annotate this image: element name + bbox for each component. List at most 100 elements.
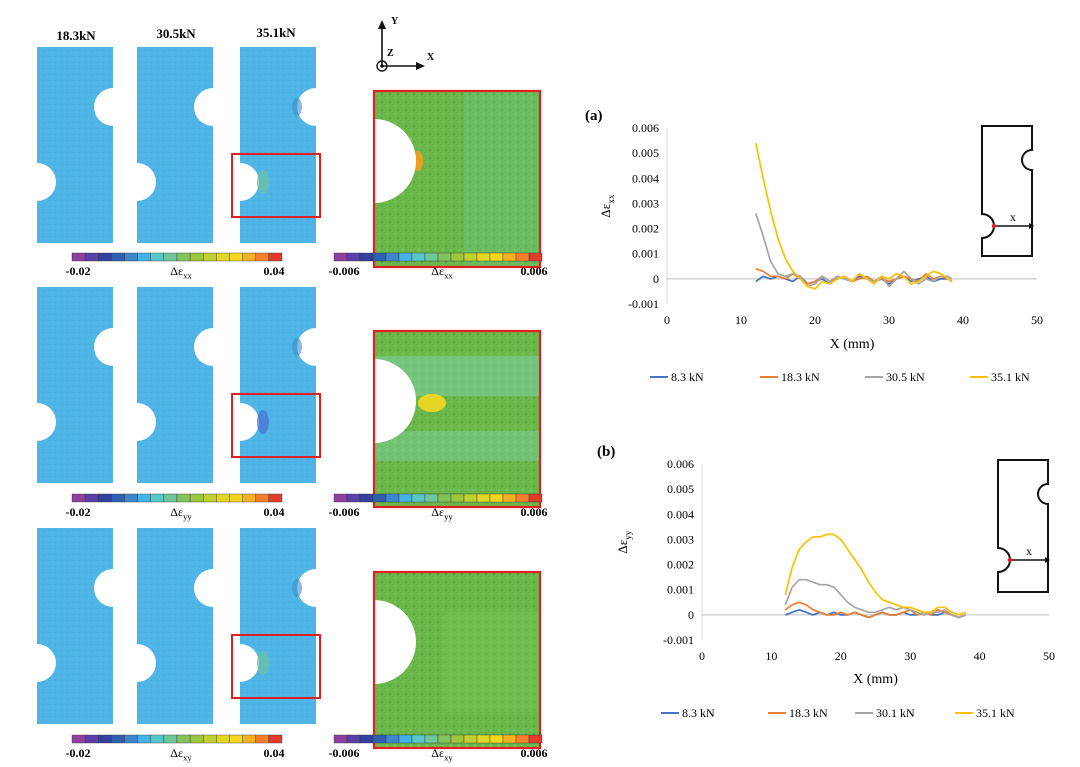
colorbar-swatch <box>398 734 413 744</box>
colorbar-swatch <box>203 734 217 744</box>
y-tick-label: 0.005 <box>667 482 694 496</box>
colorbar-swatch <box>229 493 243 503</box>
y-tick-label: 0.004 <box>632 171 659 185</box>
colorbar-max-label: 0.006 <box>521 505 548 519</box>
colorbar-min-label: -0.02 <box>66 264 91 278</box>
line-charts: (a) -0.001 0 0.001 0.002 0.003 0.004 0.005 0.006… <box>585 108 1055 720</box>
y-tick-label: 0 <box>688 608 694 622</box>
specimen-map <box>118 47 232 243</box>
colorbar-swatch <box>268 734 283 744</box>
colorbar-swatch <box>255 734 270 744</box>
colorbar-swatch <box>255 252 270 262</box>
colorbar-swatch <box>203 493 217 503</box>
colorbar: -0.006 0.006 Δεxx <box>329 252 548 281</box>
colorbar-swatch <box>411 493 426 503</box>
colorbar-swatch <box>268 493 283 503</box>
load-label-2: 30.5kN <box>156 26 196 41</box>
colorbar-swatch <box>242 493 256 503</box>
colorbar-swatch <box>84 493 99 503</box>
colorbar-swatch <box>437 252 452 262</box>
colorbar-swatch <box>502 252 517 262</box>
colorbar-swatch <box>463 493 478 503</box>
roi-highlight-box <box>231 153 321 218</box>
colorbar-swatch <box>450 734 465 744</box>
specimen-map <box>18 287 132 483</box>
x-tick-label: 20 <box>835 649 847 663</box>
colorbar-swatch <box>450 252 465 262</box>
y-tick-label: -0.001 <box>628 297 659 311</box>
colorbar-swatch <box>150 252 165 262</box>
x-tick-label: 30 <box>883 313 895 327</box>
colorbar-swatch <box>229 252 243 262</box>
x-tick-label: 40 <box>957 313 969 327</box>
colorbar-swatch <box>84 734 99 744</box>
specimen-map <box>118 528 232 724</box>
colorbar-swatch <box>476 493 491 503</box>
y-tick-label: 0.004 <box>667 507 694 521</box>
chart-2: (b) -0.001 0 0.001 0.002 0.003 0.004 0.005 0.006… <box>597 444 1055 720</box>
colorbar-swatch <box>176 493 191 503</box>
series-line <box>754 213 953 288</box>
specimen-inset-icon: x <box>981 125 1034 257</box>
colorbar-swatch <box>489 252 504 262</box>
colorbar: -0.02 0.04 Δεxx <box>66 252 285 281</box>
specimen-map <box>221 528 335 724</box>
colorbar-swatch <box>242 252 256 262</box>
colorbar-max-label: 0.04 <box>264 505 285 519</box>
inset-x-label: x <box>1026 544 1032 558</box>
x-tick-label: 50 <box>1043 649 1055 663</box>
colorbar-min-label: -0.006 <box>329 746 360 760</box>
specimen-map <box>18 47 132 243</box>
y-axis-label: Δεxx <box>598 194 617 218</box>
x-axis-label: X (mm) <box>830 337 875 352</box>
colorbar-swatch <box>502 493 517 503</box>
colorbar-max-label: 0.006 <box>521 746 548 760</box>
colorbar-swatch <box>176 252 191 262</box>
colorbar-swatch <box>463 252 478 262</box>
colorbar-min-label: -0.02 <box>66 746 91 760</box>
load-label-3: 35.1kN <box>256 25 296 40</box>
colorbar-min-label: -0.02 <box>66 505 91 519</box>
y-tick-label: -0.001 <box>663 633 694 647</box>
colorbar-swatch <box>450 493 465 503</box>
colorbar-quantity-label: Δεyy <box>431 505 453 522</box>
colorbar-max-label: 0.006 <box>521 264 548 278</box>
colorbar-swatch <box>359 252 374 262</box>
colorbar-swatch <box>333 734 348 744</box>
colorbar-swatch <box>359 734 374 744</box>
colorbar-swatch <box>385 493 400 503</box>
y-tick-label: 0.003 <box>667 532 694 546</box>
strain-row-2: -0.02 0.04 Δεyy -0.006 0.006 Δεyy <box>18 287 548 522</box>
coordinate-axes-icon <box>376 20 425 72</box>
strain-row-3: -0.02 0.04 Δεxy -0.006 0.006 Δεxy <box>18 528 548 763</box>
colorbar-swatch <box>71 734 86 744</box>
colorbar-quantity-label: Δεxx <box>431 264 453 281</box>
colorbar-swatch <box>515 493 530 503</box>
colorbar-swatch <box>163 252 178 262</box>
colorbar-swatch <box>189 734 204 744</box>
axis-z-label: Z <box>387 48 394 59</box>
zoomed-map <box>332 89 542 269</box>
colorbar: -0.02 0.04 Δεxy <box>66 734 285 763</box>
legend-label: 8.3 kN <box>671 370 704 384</box>
colorbar-swatch <box>124 493 138 503</box>
legend-label: 18.3 kN <box>789 706 828 720</box>
colorbar-swatch <box>372 493 387 503</box>
colorbar-quantity-label: Δεxx <box>170 264 192 281</box>
strain-maps: 18.3kN 30.5kN 35.1kN Y X Z -0.02 0.04 Δεxx… <box>18 16 548 763</box>
colorbar-swatch <box>515 734 530 744</box>
legend-label: 35.1 kN <box>991 370 1030 384</box>
inset-x-label: x <box>1010 210 1016 224</box>
colorbar-swatch <box>398 252 413 262</box>
colorbar-swatch <box>346 493 361 503</box>
colorbar-swatch <box>124 734 138 744</box>
colorbar-swatch <box>98 734 112 744</box>
strain-row-1: -0.02 0.04 Δεxx -0.006 0.006 Δεxx <box>18 47 548 281</box>
colorbar-swatch <box>385 734 400 744</box>
colorbar-swatch <box>189 252 204 262</box>
colorbar-swatch <box>424 493 439 503</box>
colorbar-swatch <box>515 252 530 262</box>
zoomed-map <box>332 570 542 750</box>
zoomed-map <box>332 329 542 509</box>
